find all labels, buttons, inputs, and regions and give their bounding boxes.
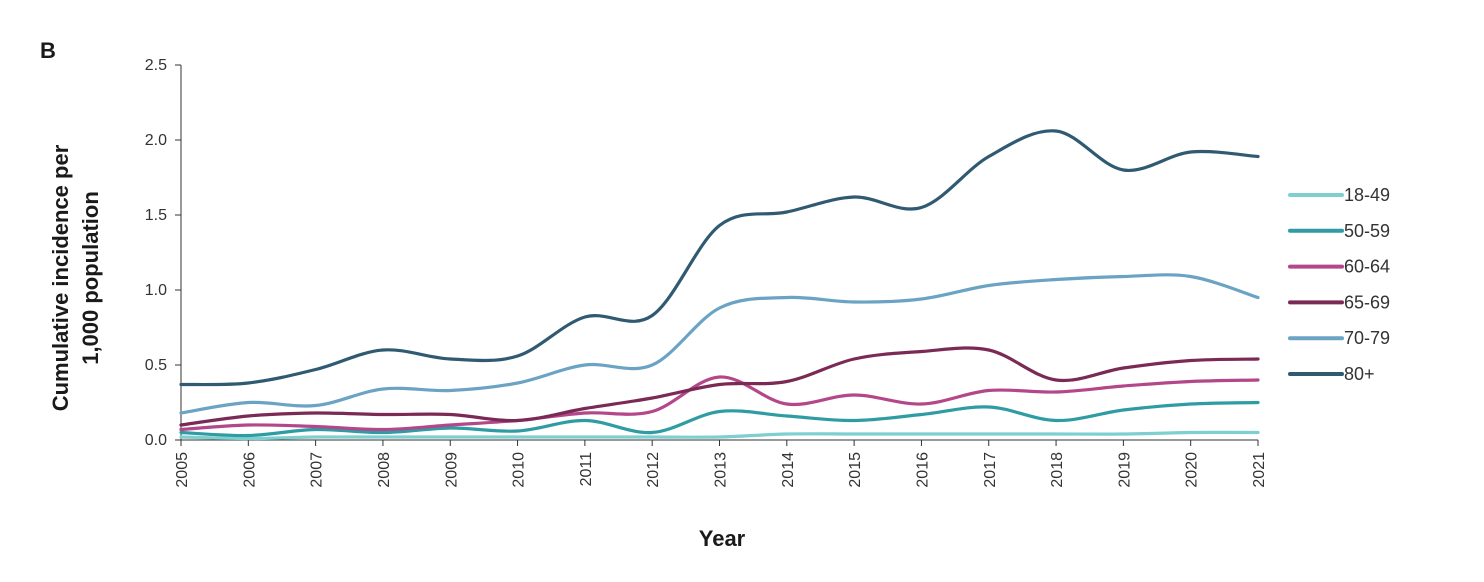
x-tick-label: 2016 <box>914 452 931 488</box>
y-tick-label: 0.5 <box>145 357 167 374</box>
x-tick-label: 2010 <box>511 452 528 488</box>
series-line-80+ <box>179 129 1260 387</box>
x-tick-label: 2012 <box>645 452 662 488</box>
x-tick-label: 2009 <box>443 452 460 488</box>
y-axis-title-line-1: Cumulative incidence per <box>48 144 73 411</box>
series-line-65-69 <box>179 346 1260 427</box>
legend: 18-49 50-59 60-64 65-69 70-79 80+ <box>1288 185 1390 384</box>
legend-label: 65-69 <box>1344 292 1390 312</box>
panel-label: B <box>40 38 56 63</box>
legend-label: 50-59 <box>1344 221 1390 241</box>
y-tick-label: 1.0 <box>145 282 167 299</box>
axes: 0.0 0.5 1.0 1.5 2.0 2.5 2005 2006 2007 2008 2009 20… <box>145 57 1268 488</box>
x-tick-label: 2011 <box>578 452 595 487</box>
x-tick-label: 2005 <box>174 452 191 488</box>
y-tick-label: 2.0 <box>145 132 167 149</box>
y-tick-label: 2.5 <box>145 57 167 74</box>
series-line-50-59 <box>179 400 1260 438</box>
x-tick-label: 2021 <box>1251 452 1268 488</box>
x-axis-title: Year <box>699 526 746 551</box>
y-tick-label: 0.0 <box>145 432 167 449</box>
x-tick-label: 2015 <box>847 452 864 488</box>
legend-label: 60-64 <box>1344 257 1390 277</box>
x-tick-label: 2020 <box>1184 452 1201 488</box>
x-tick-label: 2019 <box>1116 452 1133 488</box>
x-tick-label: 2017 <box>982 452 999 488</box>
series-line-18-49 <box>179 430 1260 441</box>
y-axis-title-line-2: 1,000 population <box>78 191 103 365</box>
legend-label: 70-79 <box>1344 328 1390 348</box>
x-tick-label: 2007 <box>309 452 326 488</box>
series-line-70-79 <box>179 273 1260 415</box>
y-axis-title: Cumulative incidence per 1,000 populatio… <box>48 144 103 411</box>
legend-label: 18-49 <box>1344 185 1390 205</box>
series-line-60-64 <box>179 375 1260 432</box>
series-layer <box>179 129 1260 441</box>
x-tick-label: 2008 <box>376 452 393 488</box>
x-tick-label: 2013 <box>713 452 730 488</box>
x-tick-label: 2006 <box>241 452 258 488</box>
x-tick-label: 2014 <box>780 452 797 488</box>
legend-label: 80+ <box>1344 364 1375 384</box>
x-tick-label: 2018 <box>1049 452 1066 488</box>
y-tick-label: 1.5 <box>145 207 167 224</box>
